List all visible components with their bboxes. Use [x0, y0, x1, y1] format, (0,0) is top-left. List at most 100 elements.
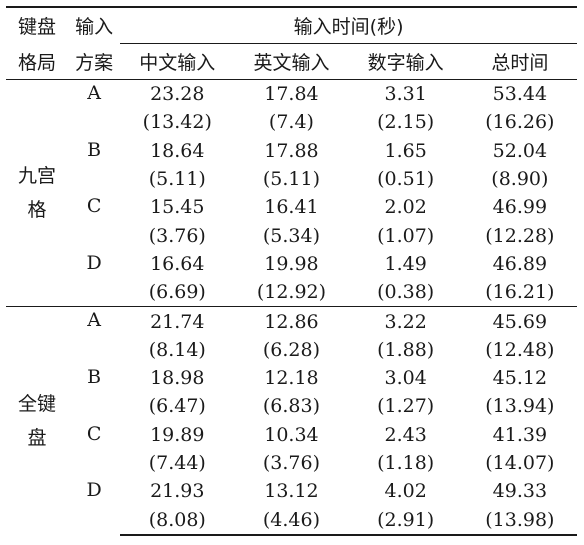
mean-value: 21.74 [120, 306, 235, 336]
table-row: (13.42) (7.4) (2.15) (16.26) [6, 108, 577, 136]
mean-value: 49.33 [492, 480, 548, 503]
column-header-total: 总时间 [462, 43, 577, 80]
sd-value: (13.42) [142, 111, 212, 134]
sd-value: (5.34) [262, 224, 321, 247]
mean-value: 12.18 [264, 367, 319, 390]
mean-value: 17.88 [264, 139, 319, 162]
sd-value: (16.26) [485, 111, 555, 134]
keyboard-layout-label-line: 盘 [27, 427, 47, 450]
mean-value: 1.65 [384, 139, 427, 162]
table-row: (8.14) (6.28) (1.88) (12.48) [6, 336, 577, 364]
mean-value: 53.44 [462, 79, 577, 109]
mean-value: 17.84 [234, 79, 349, 109]
sd-value: (1.07) [377, 224, 435, 247]
mean-value: 2.43 [384, 423, 427, 446]
table-row: (3.76) (5.34) (1.07) (12.28) [6, 221, 577, 249]
layout-header-line1: 键盘 [6, 6, 69, 44]
results-table: 键盘 输入 输入时间(秒) 格局 方案 中文输入 英文输入 数字输入 总时间 九… [6, 6, 577, 536]
keyboard-layout-label-line: 格 [27, 199, 47, 222]
sd-value: (3.76) [148, 224, 206, 247]
sd-value: (5.11) [262, 168, 321, 191]
sd-value: (1.18) [377, 452, 435, 474]
mean-value: 18.64 [150, 139, 205, 162]
sd-value: (0.51) [377, 168, 435, 191]
table-row: B 18.98 12.18 3.04 45.12 [6, 364, 577, 392]
sd-value: (1.27) [377, 395, 435, 418]
input-scheme-label: D [86, 479, 102, 502]
mean-value: 45.69 [462, 306, 577, 336]
table-row: 九宫格 A 23.28 17.84 3.31 53.44 [6, 78, 577, 307]
input-scheme-label: B [87, 365, 102, 388]
sd-value: (5.11) [148, 168, 206, 191]
keyboard-layout-label-line: 九宫 [18, 165, 57, 188]
mean-value: 46.99 [492, 196, 548, 219]
input-scheme-label: C [86, 422, 102, 445]
sd-value: (6.69) [148, 281, 206, 304]
input-scheme-label: A [68, 78, 121, 137]
mean-value: 1.49 [384, 252, 427, 275]
mean-value: 3.31 [348, 79, 463, 109]
sd-value: (13.98) [462, 505, 577, 536]
sd-value: (12.48) [485, 338, 555, 361]
table-row: D 16.64 19.98 1.49 46.89 [6, 250, 577, 278]
mean-value: 10.34 [264, 423, 319, 446]
mean-value: 19.89 [150, 423, 205, 446]
table-row: (8.08) (4.46) (2.91) (13.98) [6, 505, 577, 536]
sd-value: (4.46) [234, 505, 349, 536]
table-row: 全键盘 A 21.74 12.86 3.22 45.69 [6, 306, 577, 535]
keyboard-layout-label-line: 全键 [18, 393, 57, 416]
table-row: (7.44) (3.76) (1.18) (14.07) [6, 449, 577, 477]
table-row: D 21.93 13.12 4.02 49.33 [6, 477, 577, 505]
mean-value: 46.89 [492, 252, 548, 275]
layout-header-line2: 格局 [6, 43, 69, 80]
mean-value: 3.22 [348, 306, 463, 336]
keyboard-layout-label: 全键盘 [6, 306, 69, 535]
mean-value: 52.04 [492, 139, 548, 162]
table-row: C 19.89 10.34 2.43 41.39 [6, 421, 577, 449]
mean-value: 45.12 [492, 367, 548, 390]
sd-value: (6.28) [262, 338, 321, 361]
input-scheme-label: D [86, 251, 102, 274]
table-row: (6.47) (6.83) (1.27) (13.94) [6, 392, 577, 420]
mean-value: 16.64 [150, 252, 205, 275]
sd-value: (0.38) [377, 281, 435, 304]
sd-value: (3.76) [262, 452, 321, 474]
mean-value: 4.02 [384, 480, 427, 503]
column-header-english: 英文输入 [234, 43, 349, 80]
input-time-header: 输入时间(秒) [120, 6, 577, 44]
keyboard-layout-label: 九宫格 [6, 78, 69, 307]
mean-value: 21.93 [150, 480, 205, 503]
table-row: B 18.64 17.88 1.65 52.04 [6, 137, 577, 165]
table-row: (5.11) (5.11) (0.51) (8.90) [6, 165, 577, 193]
sd-value: (8.08) [120, 505, 235, 536]
sd-value: (8.90) [491, 168, 549, 191]
sd-value: (1.88) [377, 338, 435, 361]
sd-value: (8.14) [148, 338, 206, 361]
sd-value: (12.92) [256, 281, 327, 304]
sd-value: (14.07) [485, 452, 555, 474]
scheme-header-line1: 输入 [68, 6, 121, 44]
input-scheme-label: C [86, 195, 102, 218]
mean-value: 18.98 [150, 367, 205, 390]
layout-group: 九宫格 A 23.28 17.84 3.31 53.44 (13.42) (7.4) (2.15… [6, 78, 577, 307]
sd-value: (2.15) [377, 111, 435, 134]
sd-value: (12.28) [485, 224, 555, 247]
mean-value: 13.12 [264, 480, 319, 503]
layout-group: 全键盘 A 21.74 12.86 3.22 45.69 (8.14) (6.28) (1.88… [6, 306, 577, 536]
input-scheme-label: B [87, 138, 102, 161]
table-header: 键盘 输入 输入时间(秒) 格局 方案 中文输入 英文输入 数字输入 总时间 [6, 6, 577, 80]
sd-value: (2.91) [348, 505, 463, 536]
mean-value: 23.28 [120, 79, 235, 109]
input-scheme-label: A [68, 306, 121, 364]
scheme-header-line2: 方案 [68, 43, 121, 80]
sd-value: (16.21) [485, 281, 555, 304]
mean-value: 3.04 [384, 367, 427, 390]
column-header-digits: 数字输入 [348, 43, 463, 80]
mean-value: 15.45 [150, 196, 205, 219]
sd-value: (7.44) [148, 452, 206, 474]
sd-value: (13.94) [485, 395, 555, 418]
table-row: (6.69) (12.92) (0.38) (16.21) [6, 278, 577, 307]
mean-value: 41.39 [492, 423, 548, 446]
mean-value: 16.41 [264, 196, 319, 219]
sd-value: (6.83) [262, 395, 321, 418]
